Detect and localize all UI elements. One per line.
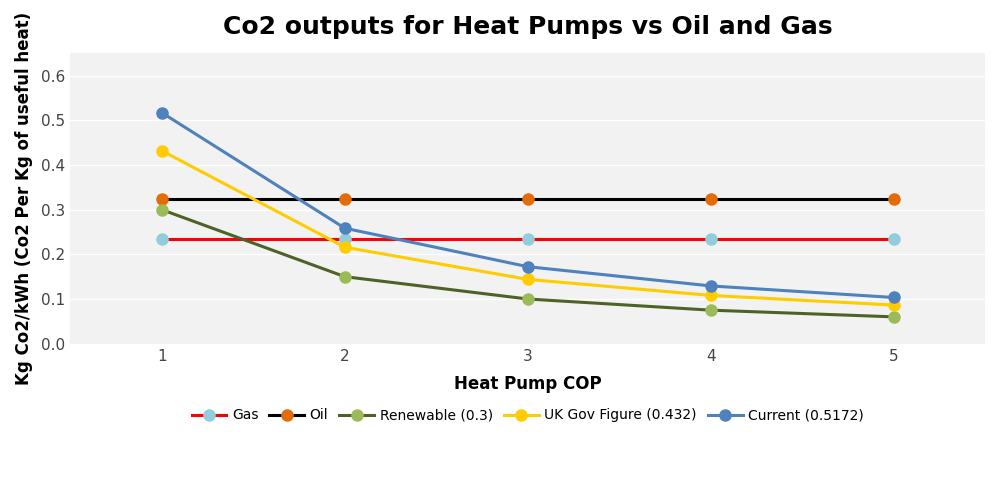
Gas: [156, 236, 168, 242]
Line: Current (0.5172): Current (0.5172): [156, 107, 899, 303]
Gas: [705, 236, 717, 242]
UK Gov Figure (0.432): [522, 276, 534, 282]
Renewable (0.3): [156, 206, 168, 212]
Gas: [339, 236, 351, 242]
Current (0.5172): [888, 294, 900, 300]
Legend: Gas, Oil, Renewable (0.3), UK Gov Figure (0.432), Current (0.5172): Gas, Oil, Renewable (0.3), UK Gov Figure…: [186, 403, 869, 428]
Renewable (0.3): [888, 314, 900, 320]
X-axis label: Heat Pump COP: Heat Pump COP: [454, 374, 602, 392]
Renewable (0.3): [522, 296, 534, 302]
Oil: [339, 196, 351, 202]
Current (0.5172): [156, 110, 168, 116]
Title: Co2 outputs for Heat Pumps vs Oil and Gas: Co2 outputs for Heat Pumps vs Oil and Ga…: [223, 15, 833, 39]
Line: UK Gov Figure (0.432): UK Gov Figure (0.432): [156, 145, 899, 310]
Renewable (0.3): [705, 307, 717, 313]
Current (0.5172): [522, 264, 534, 270]
Current (0.5172): [705, 283, 717, 289]
UK Gov Figure (0.432): [339, 244, 351, 250]
Line: Renewable (0.3): Renewable (0.3): [156, 204, 899, 322]
UK Gov Figure (0.432): [705, 292, 717, 298]
Line: Gas: Gas: [156, 234, 899, 245]
Gas: [522, 236, 534, 242]
Current (0.5172): [339, 225, 351, 231]
Oil: [888, 196, 900, 202]
Line: Oil: Oil: [156, 193, 899, 204]
Renewable (0.3): [339, 274, 351, 280]
Oil: [522, 196, 534, 202]
Gas: [888, 236, 900, 242]
Y-axis label: Kg Co2/kWh (Co2 Per Kg of useful heat): Kg Co2/kWh (Co2 Per Kg of useful heat): [15, 12, 33, 385]
Oil: [156, 196, 168, 202]
Oil: [705, 196, 717, 202]
UK Gov Figure (0.432): [888, 302, 900, 308]
UK Gov Figure (0.432): [156, 148, 168, 154]
